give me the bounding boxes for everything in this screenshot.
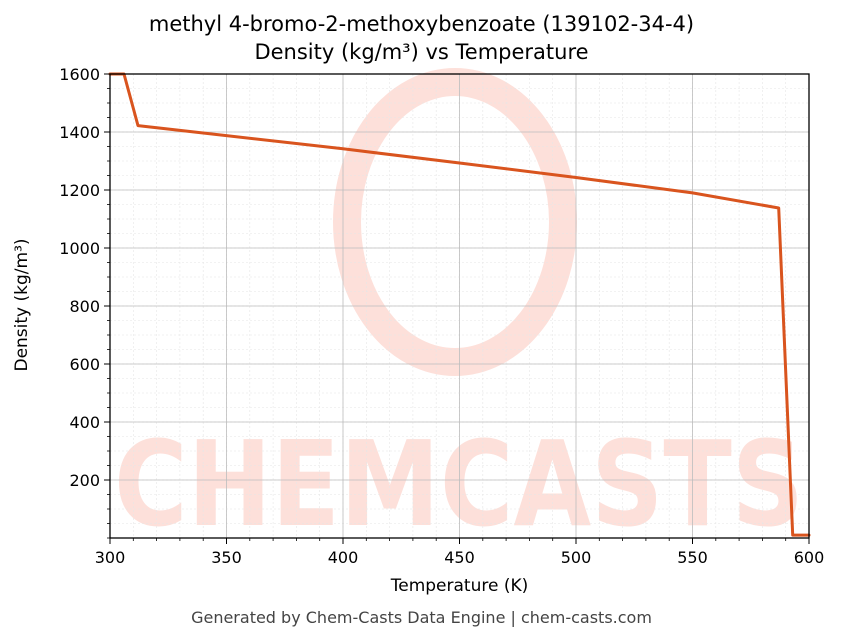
footer-credit: Generated by Chem-Casts Data Engine | ch… (191, 608, 652, 627)
y-tick-label: 600 (69, 355, 100, 374)
watermark-text: CHEMCASTS (114, 415, 804, 553)
x-axis-label: Temperature (K) (390, 576, 529, 596)
y-tick-label: 1200 (59, 181, 100, 200)
chart-title-line2: Density (kg/m³) vs Temperature (254, 40, 589, 64)
y-tick-label: 200 (69, 471, 100, 490)
y-tick-label: 400 (69, 413, 100, 432)
y-tick-label: 1400 (59, 123, 100, 142)
chart-title-line1: methyl 4-bromo-2-methoxybenzoate (139102… (148, 12, 695, 36)
x-tick-label: 400 (328, 548, 359, 567)
x-tick-label: 300 (95, 548, 126, 567)
chemcasts-watermark: CHEMCASTS (114, 68, 804, 553)
y-tick-label: 1600 (59, 65, 100, 84)
axis-ticks (104, 73, 810, 544)
x-tick-label: 600 (794, 548, 825, 567)
x-tick-label: 350 (211, 548, 242, 567)
y-tick-label: 800 (69, 297, 100, 316)
watermark-logo (333, 68, 577, 376)
x-tick-label: 450 (444, 548, 475, 567)
series-layer (108, 72, 811, 537)
axis-tick-labels: 300 350 400 450 500 550 600 200 400 600 800 1000 120… (59, 65, 824, 567)
y-tick-label: 1000 (59, 239, 100, 258)
x-tick-label: 550 (677, 548, 708, 567)
y-axis-label: Density (kg/m³) (12, 238, 32, 372)
x-tick-label: 500 (561, 548, 592, 567)
density-line (108, 72, 811, 537)
